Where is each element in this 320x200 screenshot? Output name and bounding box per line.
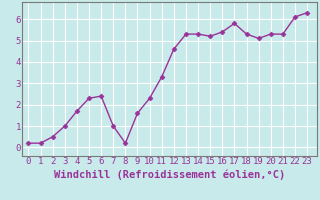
X-axis label: Windchill (Refroidissement éolien,°C): Windchill (Refroidissement éolien,°C) bbox=[54, 169, 285, 180]
